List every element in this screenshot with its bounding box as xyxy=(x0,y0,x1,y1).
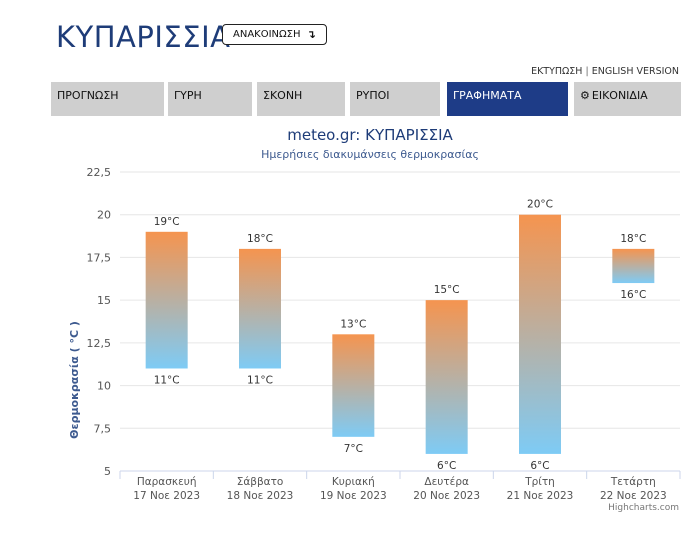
tab-forecast[interactable]: ΠΡΟΓΝΩΣΗ xyxy=(51,82,164,116)
high-temp-label: 18°C xyxy=(247,233,273,245)
temperature-bar[interactable] xyxy=(332,334,375,437)
high-temp-label: 19°C xyxy=(154,216,180,228)
y-tick-label: 5 xyxy=(104,465,111,478)
high-temp-label: 18°C xyxy=(620,233,646,245)
top-links: ΕΚΤΥΠΩΣΗ | ENGLISH VERSION xyxy=(531,66,679,77)
x-tick-label-date: 21 Νοε 2023 xyxy=(507,490,574,502)
x-tick-label-day: Κυριακή xyxy=(332,476,375,488)
tab-label: ΕΙΚΟΝΙΔΙΑ xyxy=(591,89,648,102)
temperature-bar[interactable] xyxy=(519,214,561,454)
gear-icon: ⚙ xyxy=(580,89,590,102)
temperature-range-chart: meteo.gr: ΚΥΠΑΡΙΣΣΙΑ Ημερήσιες διακυμάνσ… xyxy=(68,126,681,502)
x-tick-label-date: 20 Νοε 2023 xyxy=(413,490,480,502)
tab-label: ΡΥΠΟΙ xyxy=(356,89,390,102)
x-tick-label-date: 18 Νοε 2023 xyxy=(227,490,294,502)
chart-title: meteo.gr: ΚΥΠΑΡΙΣΣΙΑ xyxy=(287,126,453,144)
low-temp-label: 6°C xyxy=(530,460,549,472)
tab-label: ΓΡΑΦΗΜΑΤΑ xyxy=(453,89,522,102)
tab-charts[interactable]: ΓΡΑΦΗΜΑΤΑ xyxy=(447,82,568,116)
tab-pollen[interactable]: ΓΥΡΗ xyxy=(168,82,252,116)
link-separator: | xyxy=(585,66,589,77)
y-tick-label: 12,5 xyxy=(87,337,112,350)
page-title: ΚΥΠΑΡΙΣΣΙΑ xyxy=(56,20,231,54)
announcement-button[interactable]: ΑΝΑΚΟΙΝΩΣΗ ↴ xyxy=(222,24,327,45)
english-version-link[interactable]: ENGLISH VERSION xyxy=(591,66,679,77)
tab-label: ΓΥΡΗ xyxy=(174,89,202,102)
temperature-bar[interactable] xyxy=(425,300,468,454)
x-tick-label-date: 22 Νοε 2023 xyxy=(600,490,667,502)
temperature-bar[interactable] xyxy=(612,248,655,284)
temperature-bar[interactable] xyxy=(239,248,281,369)
low-temp-label: 7°C xyxy=(344,443,363,455)
y-axis-title: Θερμοκρασία ( °C ) xyxy=(68,321,81,439)
chart-subtitle: Ημερήσιες διακυμάνσεις θερμοκρασίας xyxy=(261,148,479,161)
y-tick-label: 20 xyxy=(97,209,111,222)
tab-pollutants[interactable]: ΡΥΠΟΙ xyxy=(350,82,440,116)
nav-tabs: ΠΡΟΓΝΩΣΗ ΓΥΡΗ ΣΚΟΝΗ ΡΥΠΟΙ ΓΡΑΦΗΜΑΤΑ ⚙ ΕΙΚ… xyxy=(51,82,681,116)
x-tick-label-date: 17 Νοε 2023 xyxy=(133,490,200,502)
x-tick-label-day: Παρασκευή xyxy=(137,476,197,488)
temperature-bar[interactable] xyxy=(145,231,188,369)
x-tick-label-day: Τρίτη xyxy=(524,476,555,488)
high-temp-label: 13°C xyxy=(340,318,366,330)
tab-dust[interactable]: ΣΚΟΝΗ xyxy=(257,82,345,116)
y-tick-label: 22,5 xyxy=(87,166,112,179)
high-temp-label: 20°C xyxy=(527,199,553,211)
x-tick-label-day: Σάββατο xyxy=(237,476,284,488)
y-tick-label: 7,5 xyxy=(94,422,112,435)
y-tick-label: 15 xyxy=(97,294,111,307)
tab-label: ΠΡΟΓΝΩΣΗ xyxy=(57,89,119,102)
high-temp-label: 15°C xyxy=(434,284,460,296)
tab-label: ΣΚΟΝΗ xyxy=(263,89,303,102)
low-temp-label: 11°C xyxy=(154,374,180,386)
low-temp-label: 6°C xyxy=(437,460,456,472)
low-temp-label: 11°C xyxy=(247,374,273,386)
x-tick-label-day: Δευτέρα xyxy=(424,476,469,488)
tab-icons[interactable]: ⚙ ΕΙΚΟΝΙΔΙΑ xyxy=(574,82,681,116)
y-tick-label: 17,5 xyxy=(87,251,112,264)
x-tick-label-date: 19 Νοε 2023 xyxy=(320,490,387,502)
y-tick-label: 10 xyxy=(97,380,111,393)
highcharts-credit[interactable]: Highcharts.com xyxy=(608,503,679,513)
print-link[interactable]: ΕΚΤΥΠΩΣΗ xyxy=(531,66,583,77)
announcement-label: ΑΝΑΚΟΙΝΩΣΗ xyxy=(233,29,301,40)
low-temp-label: 16°C xyxy=(620,289,646,301)
x-tick-label-day: Τετάρτη xyxy=(610,476,656,488)
arrow-down-icon: ↴ xyxy=(306,28,316,41)
